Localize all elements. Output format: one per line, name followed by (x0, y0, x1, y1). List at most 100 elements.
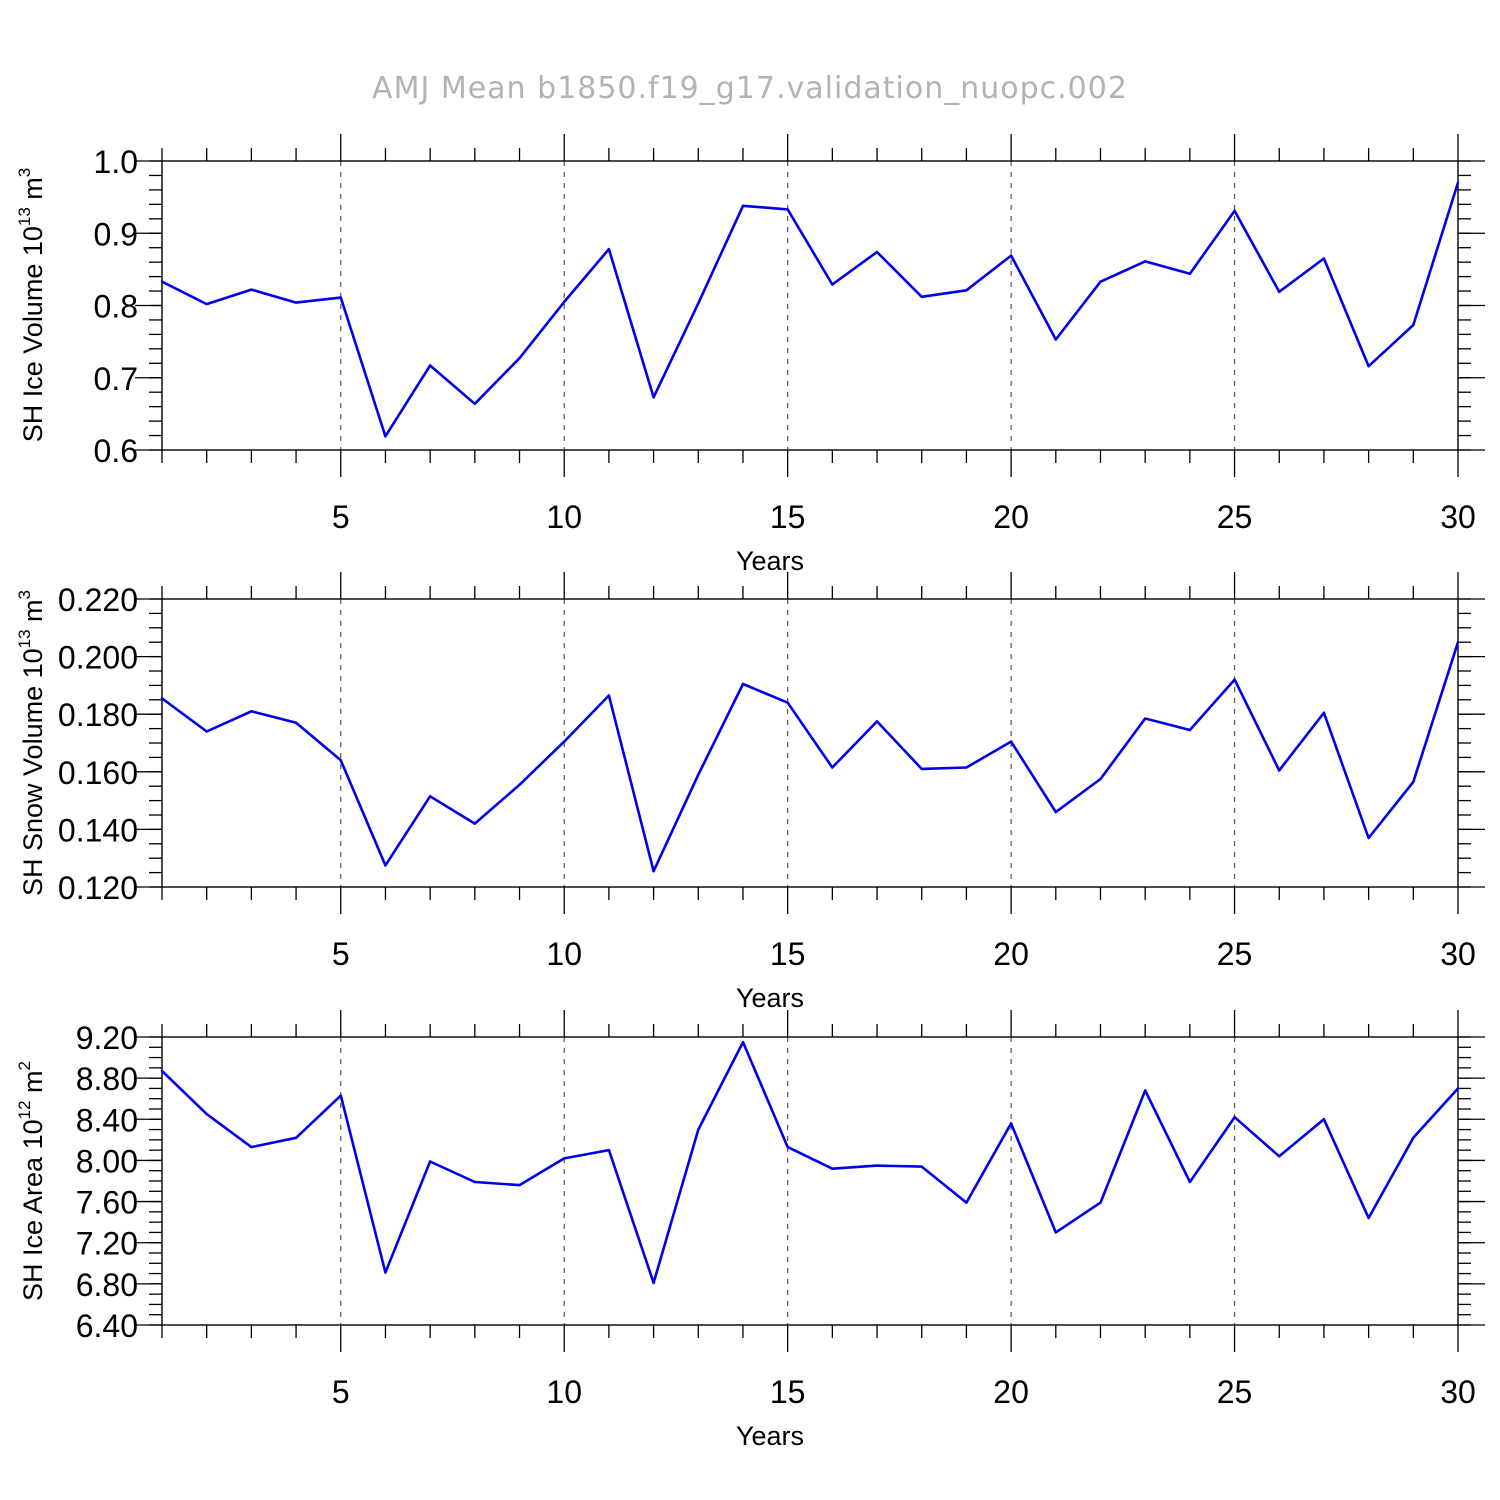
snow-volume-data-point (1278, 769, 1281, 772)
snow-volume-series-line (162, 641, 1458, 873)
ice-volume-data-point (518, 357, 521, 360)
ice-volume-xtick-label: 15 (770, 499, 806, 535)
ice-volume-data-point (1188, 272, 1192, 275)
snow-volume-data-point (1099, 777, 1102, 781)
ice-volume-data-point (250, 288, 253, 291)
ice-volume-data-point (1456, 181, 1460, 184)
ice-area-data-point (786, 1145, 789, 1149)
ice-area-data-point (652, 1281, 655, 1285)
ice-volume-data-point (294, 301, 298, 304)
ice-volume-ytick-label: 0.8 (94, 289, 138, 325)
ice-volume-data-point (875, 250, 879, 254)
ice-area-ytick-label: 7.20 (76, 1226, 138, 1262)
snow-volume-ytick-label: 0.140 (58, 812, 138, 848)
ice-area-data-point (160, 1069, 164, 1073)
ice-area-data-point (741, 1040, 745, 1044)
ice-area-data-point (831, 1167, 834, 1170)
ice-volume-data-point (473, 402, 477, 405)
snow-volume-xaxis-label: Years (736, 983, 804, 1013)
snow-volume-data-point (920, 767, 923, 771)
ice-volume-data-point (965, 289, 968, 292)
ice-area-data-point (1412, 1136, 1415, 1140)
ice-area-xtick-label: 25 (1217, 1374, 1253, 1410)
ice-area-xtick-label: 15 (770, 1374, 806, 1410)
ice-area-data-point (1367, 1216, 1370, 1220)
figure-title: AMJ Mean b1850.f19_g17.validation_nuopc.… (372, 71, 1128, 106)
ice-volume-xtick-label: 10 (546, 499, 582, 535)
snow-volume-xtick-label: 25 (1217, 936, 1253, 972)
ice-area-data-point (563, 1157, 566, 1160)
snow-volume-data-point (205, 730, 208, 733)
ice-volume-data-point (786, 208, 789, 211)
snow-volume-plot-frame (161, 598, 1459, 888)
ice-volume-data-point (607, 247, 611, 251)
ice-area-data-point (1009, 1122, 1013, 1125)
ice-volume-data-point (563, 300, 566, 304)
ice-area-data-point (1099, 1201, 1102, 1204)
snow-volume-ytick-label: 0.220 (58, 582, 138, 618)
ice-area-series-line (162, 1040, 1458, 1285)
ice-volume-data-point (1233, 209, 1236, 213)
snow-volume-data-point (1412, 780, 1415, 784)
ice-area-data-point (428, 1160, 432, 1163)
ice-area-ytick-label: 6.40 (76, 1308, 138, 1344)
ice-volume-ytick-label: 0.7 (94, 361, 138, 397)
ice-volume-plot-frame (161, 160, 1459, 451)
snow-volume-data-point (1322, 711, 1326, 714)
ice-volume-data-point (920, 295, 923, 299)
ice-volume-ytick-label: 0.6 (94, 433, 138, 469)
snow-volume-data-point (1456, 641, 1460, 644)
snow-volume-ytick-label: 0.120 (58, 870, 138, 906)
ice-volume-data-point (428, 364, 432, 367)
ice-volume-data-point (697, 302, 700, 305)
snow-volume-data-point (1143, 717, 1147, 720)
snow-volume-yaxis-label: SH Snow Volume 1013 m3 (15, 590, 48, 896)
snow-volume-data-point (875, 720, 879, 723)
ice-area-yaxis-label: SH Ice Area 1012 m2 (15, 1061, 48, 1301)
panel-snow-volume: 5 10 15 20 25 30 Years 0.120 0.140 0.160 0.180 0.20… (15, 572, 1485, 1013)
snow-volume-data-point (697, 773, 700, 776)
ice-volume-xtick-label: 20 (993, 499, 1029, 535)
ice-area-data-point (1054, 1231, 1057, 1234)
ice-area-data-point (965, 1201, 968, 1204)
snow-volume-data-point (607, 694, 611, 697)
ice-volume-data-point (384, 435, 387, 438)
ice-volume-data-point (1054, 338, 1057, 341)
snow-volume-data-point (652, 869, 655, 873)
ice-area-data-point (250, 1145, 253, 1149)
ice-area-data-point (875, 1164, 879, 1167)
snow-volume-xtick-label: 5 (332, 936, 350, 972)
snow-volume-data-point (1188, 728, 1192, 732)
snow-volume-data-point (1009, 740, 1013, 743)
ice-volume-data-point (1009, 254, 1013, 257)
snow-volume-data-point (160, 697, 164, 700)
snow-volume-ytick-label: 0.200 (58, 640, 138, 676)
ice-area-data-point (697, 1128, 700, 1131)
snow-volume-data-point (384, 864, 387, 867)
ice-volume-series-line (162, 182, 1458, 438)
ice-area-data-point (1143, 1089, 1147, 1092)
snow-volume-xtick-label: 20 (993, 936, 1029, 972)
snow-volume-data-point (294, 721, 298, 725)
ice-volume-data-point (339, 296, 342, 299)
ice-volume-ytick-label: 0.9 (94, 216, 138, 252)
ice-volume-data-point (1099, 280, 1102, 283)
snow-volume-data-point (428, 795, 432, 798)
ice-area-data-point (1456, 1087, 1460, 1090)
ice-volume-data-point (1322, 257, 1326, 260)
snow-volume-data-point (1233, 678, 1236, 681)
ice-volume-data-point (1412, 323, 1415, 327)
ice-area-data-point (920, 1165, 923, 1168)
snow-volume-data-point (518, 783, 521, 786)
ice-volume-xtick-label: 30 (1440, 499, 1476, 535)
snow-volume-ytick-label: 0.160 (58, 755, 138, 791)
ice-volume-data-point (831, 283, 834, 286)
ice-area-data-point (1278, 1155, 1281, 1158)
ice-area-ytick-label: 6.80 (76, 1267, 138, 1303)
ice-volume-xtick-label: 5 (332, 499, 350, 535)
ice-area-data-point (384, 1271, 387, 1274)
snow-volume-data-point (563, 740, 566, 743)
ice-area-data-point (294, 1136, 298, 1140)
ice-area-ytick-label: 8.00 (76, 1143, 138, 1179)
